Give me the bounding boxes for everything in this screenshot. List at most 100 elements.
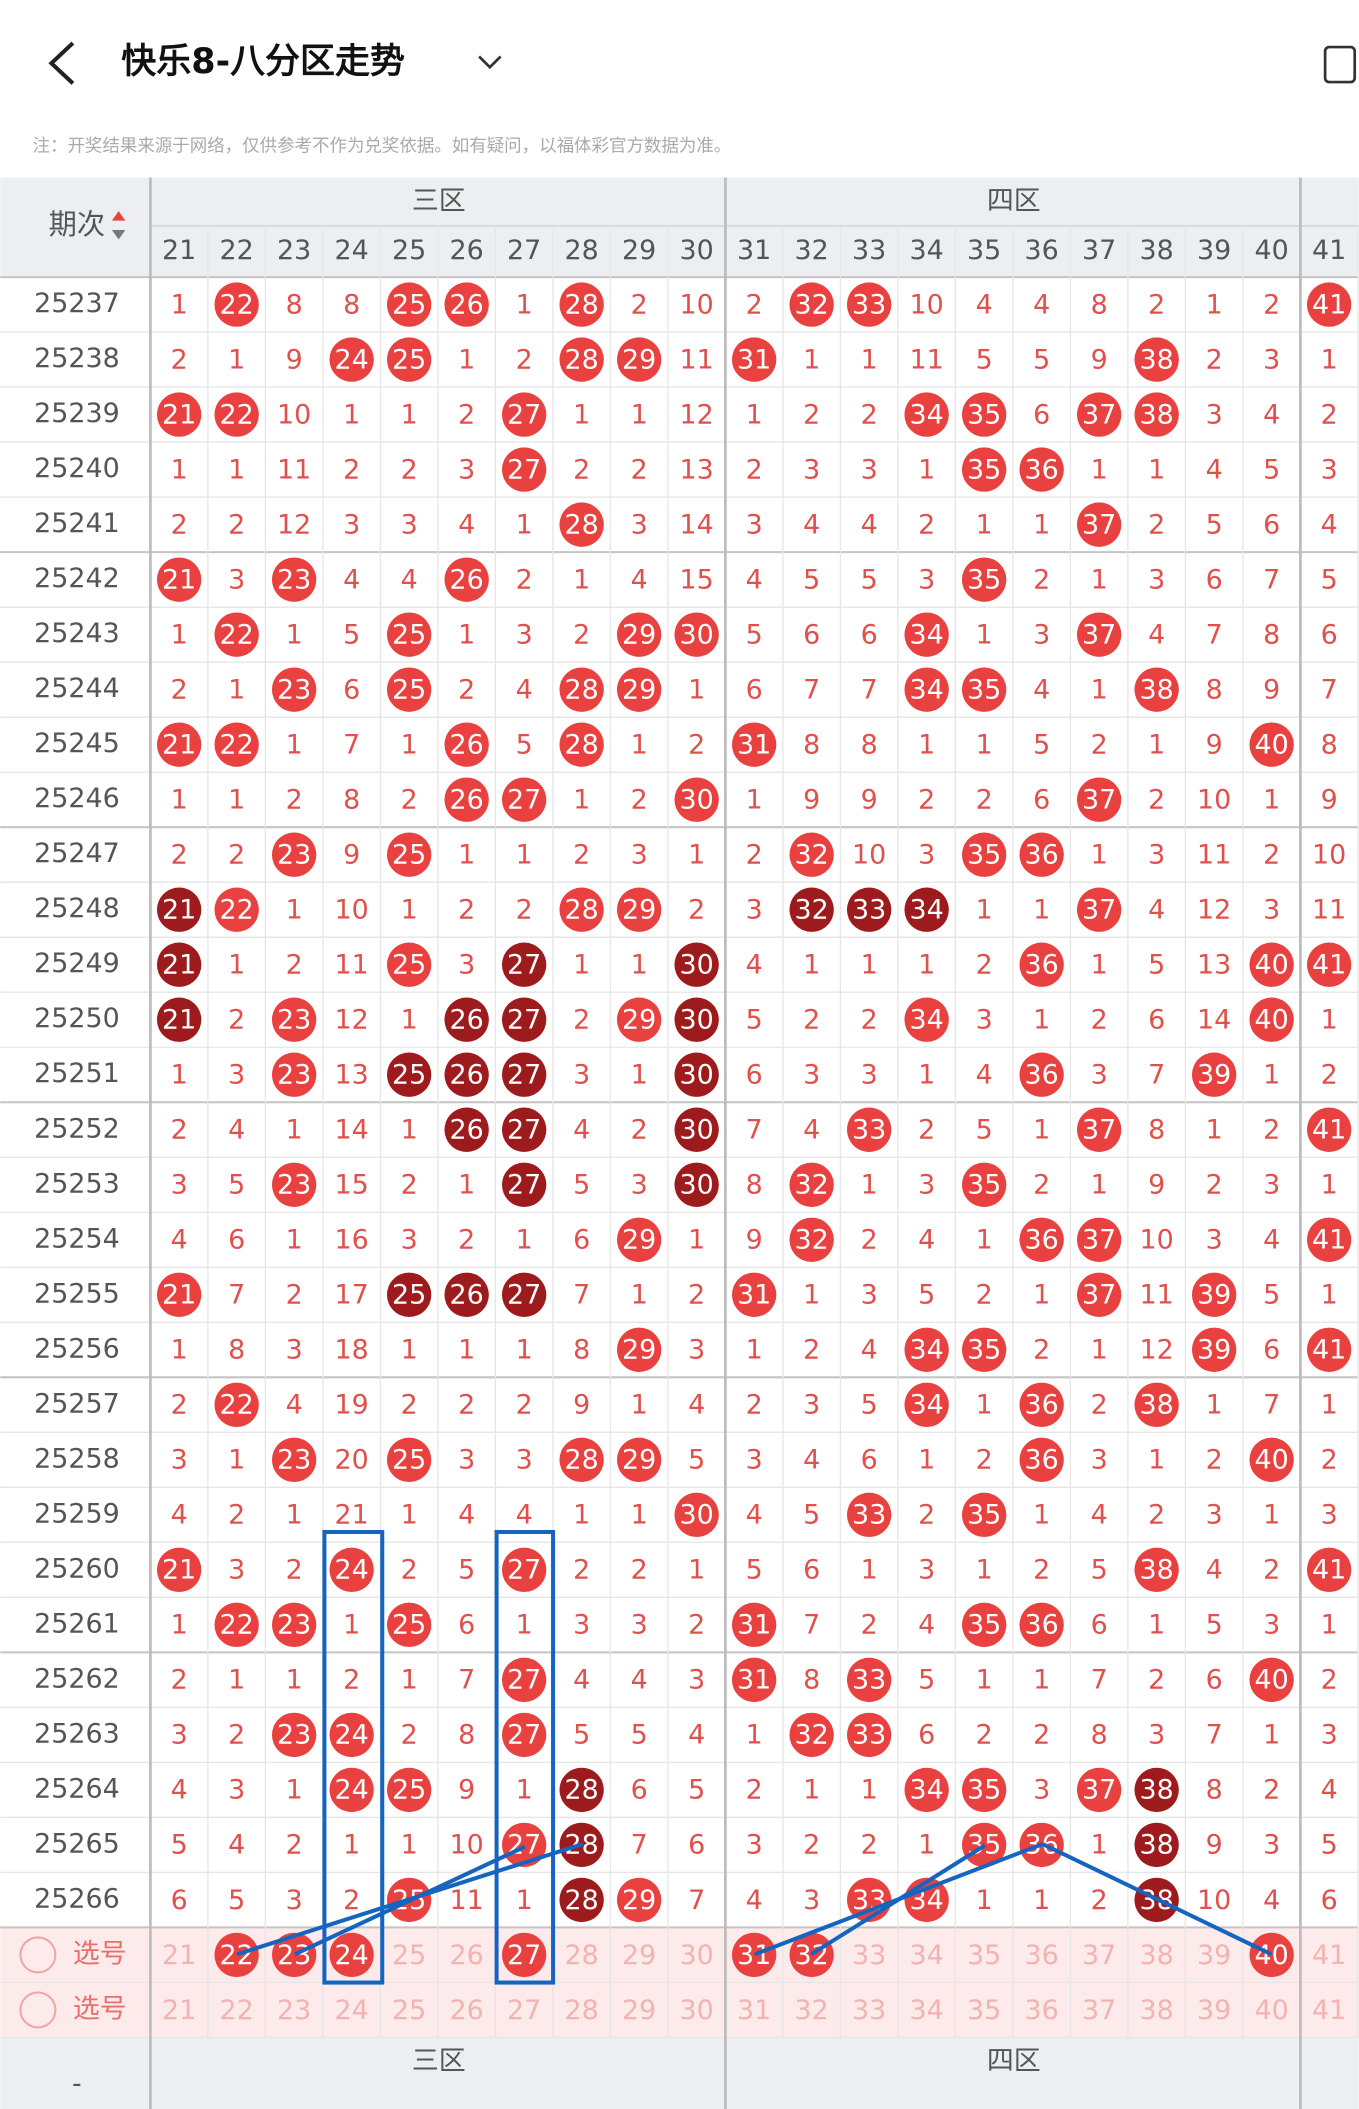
top-right-icon[interactable] [1323, 45, 1357, 84]
select-number[interactable]: 21 [162, 1940, 196, 1971]
select-number[interactable]: 38 [1140, 1995, 1174, 2026]
hit-number: 25 [392, 675, 426, 706]
select-number[interactable]: 41 [1312, 1940, 1346, 1971]
select-number[interactable]: 30 [680, 1995, 714, 2026]
selected-number[interactable]: 24 [335, 1940, 369, 1971]
select-number[interactable]: 29 [622, 1940, 656, 1971]
select-number[interactable]: 26 [450, 1995, 484, 2026]
selected-number[interactable]: 22 [220, 1940, 254, 1971]
sort-down[interactable] [111, 229, 126, 240]
miss-count: 1 [1321, 1390, 1338, 1421]
hit-ball [1134, 1547, 1179, 1593]
miss-count: 10 [680, 289, 714, 320]
column-number: 29 [622, 235, 656, 266]
hit-ball [1191, 1327, 1237, 1372]
select-number[interactable]: 34 [910, 1940, 944, 1971]
select-number[interactable]: 32 [795, 1995, 829, 2026]
select-number[interactable]: 30 [680, 1940, 714, 1971]
hit-ball [559, 722, 604, 767]
hit-number: 35 [967, 399, 1001, 430]
selected-ball[interactable] [789, 1932, 834, 1978]
select-number[interactable]: 22 [220, 1995, 254, 2026]
miss-count: 1 [1091, 1335, 1108, 1366]
miss-count: 5 [976, 1115, 993, 1146]
hit-ball [789, 1712, 834, 1758]
select-number[interactable]: 35 [967, 1995, 1001, 2026]
select-number[interactable]: 33 [852, 1995, 886, 2026]
select-number[interactable]: 28 [565, 1995, 599, 2026]
sort-up[interactable] [111, 211, 126, 221]
miss-count: 2 [861, 399, 878, 430]
hit-number: 25 [392, 1445, 426, 1476]
miss-count: 1 [918, 950, 935, 981]
select-number[interactable]: 35 [967, 1940, 1001, 1971]
miss-count: 4 [573, 1115, 590, 1146]
selected-ball[interactable] [329, 1932, 374, 1978]
miss-count: 2 [1263, 840, 1280, 871]
select-number[interactable]: 25 [392, 1940, 426, 1971]
selected-number[interactable]: 40 [1255, 1940, 1289, 1971]
hit-number: 25 [392, 1775, 426, 1806]
miss-count: 12 [1140, 1335, 1174, 1366]
miss-count: 6 [861, 619, 878, 650]
column-number: 25 [392, 235, 426, 266]
select-number[interactable]: 26 [450, 1940, 484, 1971]
select-checkbox[interactable] [19, 1991, 57, 2029]
select-number[interactable]: 37 [1082, 1995, 1116, 2026]
select-number[interactable]: 34 [910, 1995, 944, 2026]
miss-count: 1 [171, 1060, 188, 1091]
annotation-line [293, 1844, 526, 1957]
selected-ball[interactable] [214, 1932, 259, 1978]
miss-count: 10 [450, 1830, 484, 1861]
miss-count: 12 [1197, 895, 1231, 926]
select-number[interactable]: 41 [1312, 1995, 1346, 2026]
miss-count: 2 [746, 1390, 763, 1421]
select-number[interactable]: 36 [1025, 1995, 1059, 2026]
period: 25237 [34, 288, 120, 319]
miss-count: 1 [228, 1445, 245, 1476]
select-number[interactable]: 29 [622, 1995, 656, 2026]
hit-number: 29 [622, 675, 656, 706]
select-checkbox[interactable] [19, 1936, 57, 1974]
select-number[interactable]: 38 [1140, 1940, 1174, 1971]
miss-count: 1 [228, 785, 245, 816]
hit-ball [1306, 1327, 1352, 1372]
miss-count: 2 [1148, 509, 1165, 540]
title-dropdown[interactable] [478, 55, 502, 70]
hit-number: 41 [1312, 1225, 1346, 1256]
hit-ball [1076, 502, 1122, 547]
period: 25241 [34, 508, 120, 539]
select-number[interactable]: 24 [335, 1995, 369, 2026]
selected-ball[interactable] [1249, 1932, 1294, 1978]
miss-count: 1 [401, 399, 418, 430]
select-number[interactable]: 36 [1025, 1940, 1059, 1971]
select-number[interactable]: 31 [737, 1995, 771, 2026]
selected-ball[interactable] [271, 1932, 317, 1978]
miss-count: 2 [401, 1720, 418, 1751]
select-number[interactable]: 27 [507, 1995, 541, 2026]
hit-number: 36 [1025, 1610, 1059, 1641]
select-number[interactable]: 21 [162, 1995, 196, 2026]
select-number[interactable]: 39 [1197, 1940, 1231, 1971]
selected-number[interactable]: 31 [737, 1940, 771, 1971]
select-number[interactable]: 28 [565, 1940, 599, 1971]
select-number[interactable]: 25 [392, 1995, 426, 2026]
select-number[interactable]: 37 [1082, 1940, 1116, 1971]
miss-count: 2 [1091, 1390, 1108, 1421]
selected-number[interactable]: 23 [277, 1940, 311, 1971]
selected-ball[interactable] [501, 1932, 547, 1978]
select-number[interactable]: 39 [1197, 1995, 1231, 2026]
miss-count: 6 [1206, 564, 1223, 595]
hit-number: 35 [967, 1500, 1001, 1531]
miss-count: 7 [861, 675, 878, 706]
miss-count: 5 [1206, 1610, 1223, 1641]
selected-ball[interactable] [731, 1932, 777, 1978]
select-number[interactable]: 33 [852, 1940, 886, 1971]
back-button[interactable] [48, 41, 75, 85]
hit-number: 35 [967, 564, 1001, 595]
select-number[interactable]: 40 [1255, 1995, 1289, 2026]
selected-number[interactable]: 27 [507, 1940, 541, 1971]
hit-ball [1019, 1602, 1064, 1648]
select-number[interactable]: 23 [277, 1995, 311, 2026]
